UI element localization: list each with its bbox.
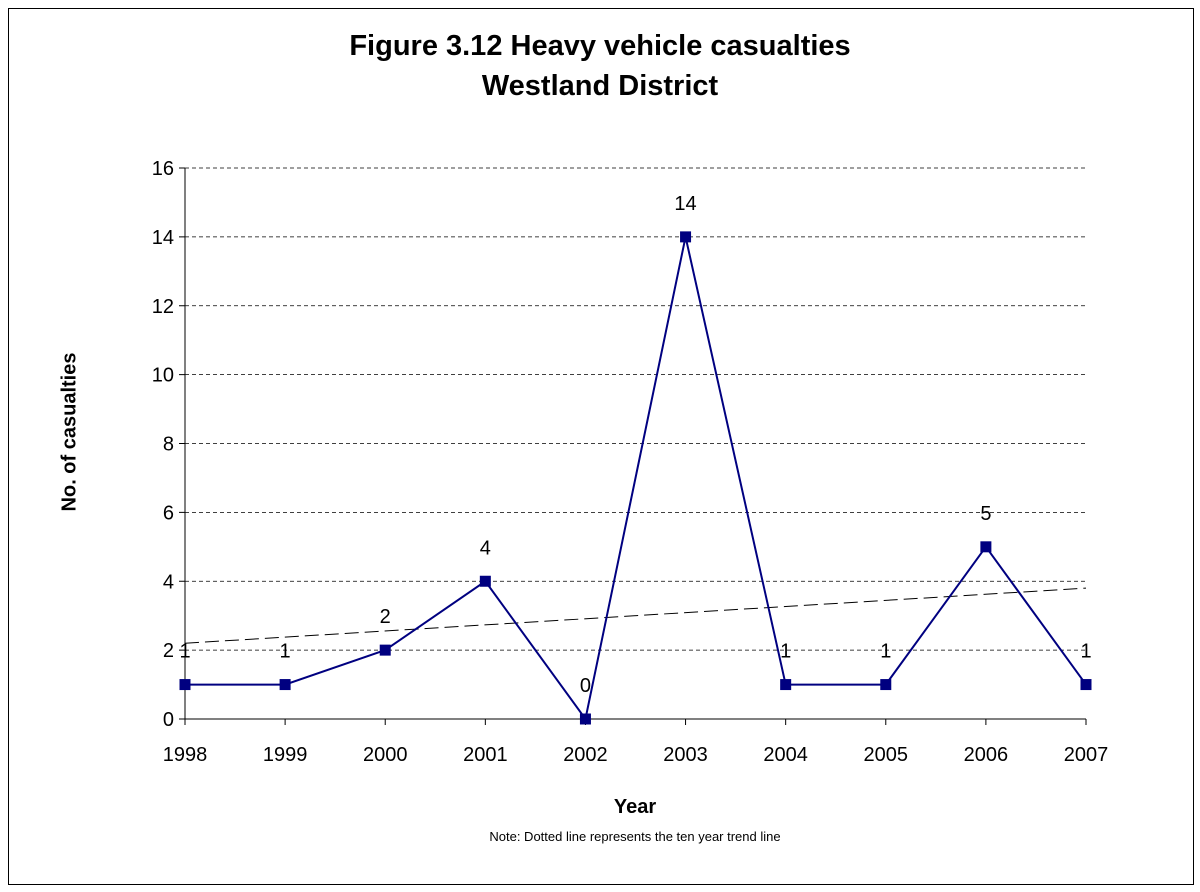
chart-subtitle: Westland District: [481, 70, 719, 102]
x-tick-label: 2004: [763, 744, 808, 766]
y-tick-label: 2: [163, 640, 174, 662]
data-point: [1080, 679, 1092, 691]
y-tick-label: 8: [163, 434, 174, 456]
data-label: 4: [480, 537, 491, 559]
y-tick-label: 0: [163, 709, 174, 731]
data-label: 1: [280, 641, 291, 663]
x-axis-label: Year: [613, 796, 657, 818]
y-tick-label: 4: [163, 571, 174, 593]
x-tick-label: 1999: [263, 744, 308, 766]
chart-frame: [8, 8, 1194, 885]
data-label: 1: [780, 641, 791, 663]
chart-title: Figure 3.12 Heavy vehicle casualties: [349, 30, 851, 62]
trend-line: [184, 587, 1087, 644]
data-label: 1: [179, 641, 190, 663]
data-point: [980, 541, 992, 553]
data-point: [279, 679, 291, 691]
x-tick-label: 2006: [964, 744, 1009, 766]
y-tick-label: 6: [163, 502, 174, 524]
data-point: [680, 231, 692, 243]
x-tick-label: 2003: [663, 744, 708, 766]
y-tick-label: 16: [152, 158, 174, 180]
data-point: [579, 713, 591, 725]
data-label: 1: [1080, 641, 1091, 663]
trend-note: Note: Dotted line represents the ten yea…: [489, 829, 781, 844]
data-point: [780, 679, 792, 691]
series-line: [185, 236, 1087, 722]
y-tick-label: 10: [152, 365, 174, 387]
data-point: [379, 644, 391, 656]
data-label: 2: [380, 606, 391, 628]
y-axis-label: No. of casualties: [58, 352, 81, 512]
data-point: [880, 679, 892, 691]
data-point: [479, 575, 491, 587]
x-tick-label: 2002: [563, 744, 608, 766]
x-tick-label: 2007: [1064, 744, 1109, 766]
data-point: [179, 679, 191, 691]
data-label: 5: [980, 503, 991, 525]
y-tick-label: 14: [152, 227, 174, 249]
y-tick-label: 12: [152, 296, 174, 318]
x-tick-label: 2005: [864, 744, 909, 766]
x-tick-label: 2001: [463, 744, 508, 766]
data-label: 1: [880, 641, 891, 663]
data-label: 14: [674, 193, 696, 215]
data-label: 0: [580, 675, 591, 697]
x-tick-label: 2000: [363, 744, 408, 766]
x-tick-label: 1998: [163, 744, 208, 766]
